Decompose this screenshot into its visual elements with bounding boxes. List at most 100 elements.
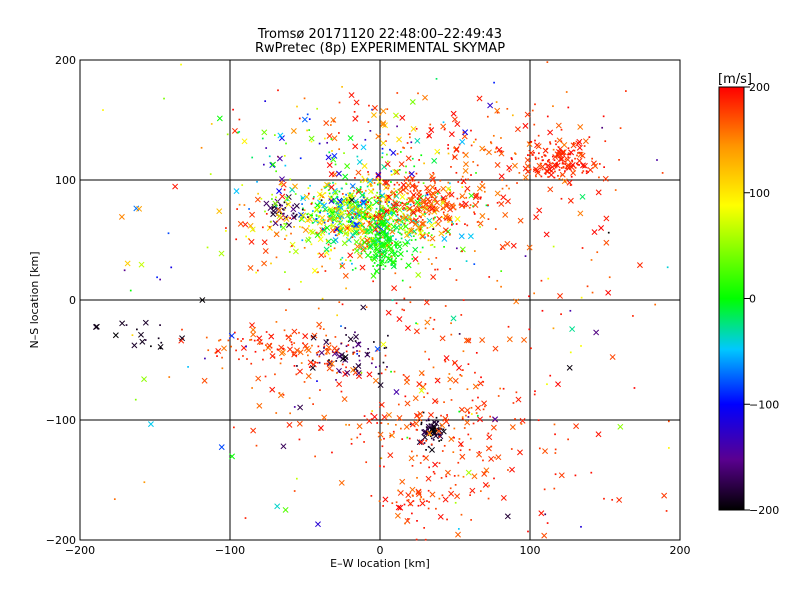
scatter-points bbox=[92, 61, 670, 541]
data-point-dot bbox=[352, 346, 355, 349]
data-point-dot bbox=[419, 190, 422, 192]
data-point-dot bbox=[380, 194, 383, 197]
data-point-dot bbox=[625, 90, 627, 92]
data-point-dot bbox=[285, 309, 287, 312]
data-point-dot bbox=[482, 149, 485, 152]
data-point-dot bbox=[370, 183, 372, 186]
data-point-x bbox=[172, 183, 179, 190]
data-point-x bbox=[375, 173, 382, 180]
data-point-dot bbox=[572, 143, 575, 146]
data-point-dot bbox=[426, 428, 429, 430]
data-point-dot bbox=[406, 230, 408, 233]
data-point-dot bbox=[554, 433, 556, 436]
data-point-x bbox=[335, 170, 342, 177]
data-point-dot bbox=[382, 210, 384, 213]
data-point-dot bbox=[436, 400, 439, 403]
data-point-dot bbox=[345, 423, 347, 426]
data-point-dot bbox=[360, 248, 363, 250]
data-point-x bbox=[393, 218, 400, 225]
data-point-dot bbox=[415, 127, 418, 130]
data-point-dot bbox=[428, 466, 431, 469]
data-point-dot bbox=[395, 238, 397, 241]
data-point-dot bbox=[528, 295, 530, 298]
data-point-dot bbox=[408, 172, 411, 175]
data-point-dot bbox=[219, 338, 222, 341]
data-point-dot bbox=[544, 173, 547, 175]
data-point-x bbox=[274, 503, 281, 510]
data-point-x bbox=[479, 183, 486, 189]
data-point-dot bbox=[556, 152, 559, 154]
data-point-dot bbox=[421, 206, 424, 208]
data-point-dot bbox=[428, 134, 431, 137]
data-point-x bbox=[426, 198, 433, 205]
data-point-x bbox=[404, 325, 411, 332]
data-point-dot bbox=[315, 219, 318, 222]
data-point-dot bbox=[462, 131, 465, 134]
data-point-dot bbox=[123, 269, 126, 272]
data-point-x bbox=[261, 260, 268, 267]
data-point-dot bbox=[618, 159, 620, 161]
data-point-x bbox=[317, 236, 324, 243]
data-point-dot bbox=[283, 201, 286, 204]
data-point-dot bbox=[393, 187, 396, 190]
data-point-dot bbox=[327, 243, 330, 246]
data-point-dot bbox=[569, 153, 572, 156]
data-point-dot bbox=[283, 154, 286, 157]
data-point-dot bbox=[596, 251, 599, 254]
data-point-dot bbox=[395, 260, 397, 263]
data-point-dot bbox=[385, 186, 388, 189]
data-point-x bbox=[335, 206, 342, 213]
data-point-dot bbox=[318, 361, 321, 364]
data-point-dot bbox=[329, 124, 332, 126]
data-point-dot bbox=[375, 244, 377, 247]
data-point-x bbox=[498, 150, 505, 157]
data-point-dot bbox=[387, 218, 390, 221]
data-point-dot bbox=[440, 439, 443, 441]
data-point-x bbox=[326, 216, 333, 223]
data-point-dot bbox=[354, 213, 357, 215]
data-point-dot bbox=[460, 513, 463, 516]
data-point-dot bbox=[396, 211, 399, 214]
data-point-x bbox=[290, 128, 297, 134]
data-point-dot bbox=[345, 350, 348, 353]
data-point-dot bbox=[337, 215, 340, 218]
data-point-dot bbox=[448, 182, 451, 185]
data-point-x bbox=[409, 486, 416, 493]
data-point-x bbox=[300, 212, 307, 219]
data-point-dot bbox=[387, 133, 390, 136]
data-point-dot bbox=[307, 187, 310, 189]
data-point-x bbox=[519, 417, 526, 424]
data-point-dot bbox=[315, 218, 318, 220]
data-point-dot bbox=[376, 232, 378, 234]
data-point-dot bbox=[332, 221, 334, 224]
data-point-x bbox=[319, 229, 326, 236]
data-point-dot bbox=[415, 215, 417, 217]
data-point-dot bbox=[426, 227, 429, 229]
data-point-dot bbox=[454, 208, 457, 211]
data-point-x bbox=[365, 205, 372, 212]
data-point-x bbox=[430, 274, 437, 280]
data-point-x bbox=[420, 220, 427, 227]
data-point-dot bbox=[326, 339, 329, 341]
data-point-dot bbox=[400, 258, 403, 261]
data-point-dot bbox=[282, 347, 284, 350]
data-point-dot bbox=[456, 197, 459, 200]
data-point-dot bbox=[290, 232, 292, 235]
data-point-dot bbox=[406, 207, 408, 210]
data-point-dot bbox=[438, 462, 441, 464]
data-point-x bbox=[279, 193, 286, 200]
data-point-dot bbox=[359, 433, 362, 436]
data-point-dot bbox=[244, 517, 247, 519]
data-point-dot bbox=[399, 219, 401, 222]
data-point-dot bbox=[288, 288, 291, 291]
data-point-dot bbox=[391, 249, 394, 252]
data-point-dot bbox=[383, 256, 386, 259]
data-point-dot bbox=[385, 227, 388, 230]
data-point-dot bbox=[442, 428, 445, 431]
data-point-dot bbox=[463, 206, 465, 209]
data-point-x bbox=[324, 181, 330, 188]
data-point-x bbox=[339, 263, 346, 270]
data-point-dot bbox=[336, 234, 339, 237]
data-point-x bbox=[291, 328, 298, 335]
data-point-dot bbox=[448, 424, 450, 427]
